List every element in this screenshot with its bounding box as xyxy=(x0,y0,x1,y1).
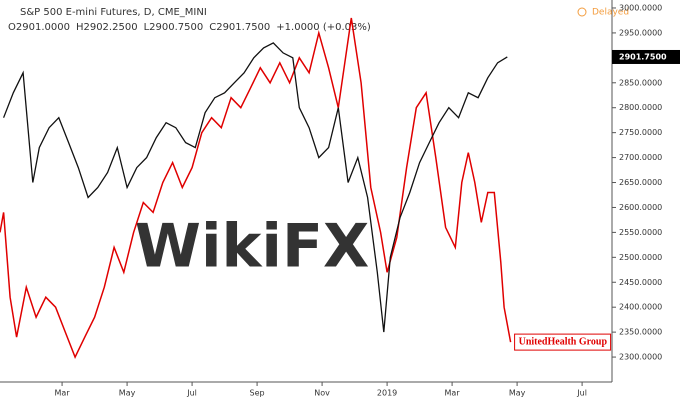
y-tick-label: 2650.0000 xyxy=(619,178,662,187)
x-tick-label: May xyxy=(119,389,136,398)
y-tick-label: 2600.0000 xyxy=(619,203,662,212)
series-label: UnitedHealth Group xyxy=(519,336,608,347)
y-tick-label: 2400.0000 xyxy=(619,303,662,312)
x-tick-label: Sep xyxy=(250,389,265,398)
x-tick-label: Mar xyxy=(55,389,71,398)
ohlc-value: +1.0000 (+0.03%) xyxy=(276,22,371,33)
watermark: WikiFX xyxy=(135,212,369,282)
chart-title: S&P 500 E-mini Futures, D, CME_MINI xyxy=(20,7,207,18)
y-tick-label: 2300.0000 xyxy=(619,353,662,362)
y-tick-label: 2950.0000 xyxy=(619,28,662,37)
last-price-box xyxy=(612,49,680,64)
y-tick-label: 2450.0000 xyxy=(619,278,662,287)
y-tick-label: 2550.0000 xyxy=(619,228,662,237)
y-tick-label: 2700.0000 xyxy=(619,153,662,162)
y-tick-label: 3000.0000 xyxy=(619,3,662,12)
x-tick-label: Jul xyxy=(186,389,197,398)
x-tick-label: Jul xyxy=(576,389,587,398)
status-icon xyxy=(577,7,587,17)
status: Delayed xyxy=(592,8,629,18)
y-tick-label: 2500.0000 xyxy=(619,253,662,262)
y-tick-label: 2350.0000 xyxy=(619,328,662,337)
ohlc-value: L2900.7500 xyxy=(144,22,204,33)
ohlc-value: C2901.7500 xyxy=(209,22,270,33)
ohlc-row: O2901.0000 H2902.2500 L2900.7500 C2901.7500… xyxy=(8,22,371,33)
x-tick-label: 2019 xyxy=(377,389,397,398)
plot-area xyxy=(0,0,612,382)
series-line xyxy=(2,42,508,333)
ohlc-value: H2902.2500 xyxy=(76,22,138,33)
y-tick-label: 2750.0000 xyxy=(619,128,662,137)
x-tick-label: Mar xyxy=(445,389,461,398)
series-label-box xyxy=(514,333,612,351)
x-tick-label: Nov xyxy=(314,389,330,398)
x-tick-label: May xyxy=(509,389,526,398)
series-line xyxy=(0,17,512,359)
y-tick-label: 2800.0000 xyxy=(619,103,662,112)
last-price-label: 2901.7500 xyxy=(619,52,667,61)
y-tick-label: 2850.0000 xyxy=(619,78,662,87)
ohlc-value: O2901.0000 xyxy=(8,22,70,33)
